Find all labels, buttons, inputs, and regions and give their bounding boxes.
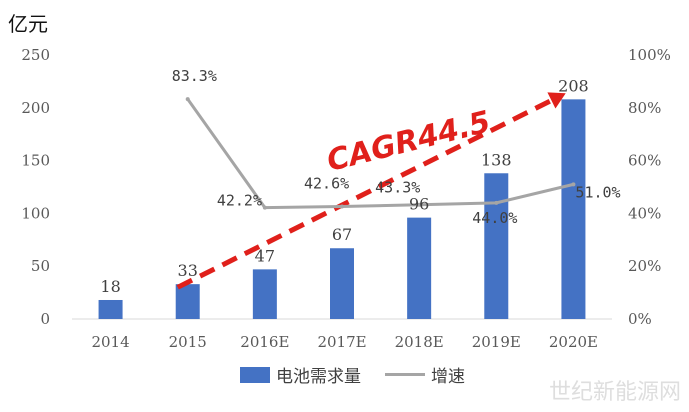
bar-data-label: 208 — [558, 76, 589, 95]
bar-data-label: 67 — [332, 225, 352, 244]
y-right-tick-label: 80% — [628, 99, 661, 117]
y-right-tick-label: 60% — [628, 152, 661, 170]
bar — [407, 217, 432, 319]
legend-line-label: 增速 — [431, 367, 465, 387]
y-left-tick-label: 0 — [40, 310, 50, 328]
growth-point — [417, 202, 422, 207]
x-tick-label: 2017E — [317, 333, 366, 351]
y-left-tick-label: 50 — [31, 257, 50, 275]
x-tick-label: 2018E — [395, 333, 444, 351]
axes: 0 50 100 150 200 250 0% 20% 40% 60% 80% 100% 2014 201… — [21, 46, 671, 351]
watermark: 世纪新能源网 — [548, 380, 681, 405]
line-data-label: 83.3% — [172, 67, 217, 85]
line-data-label: 42.2% — [217, 192, 262, 210]
x-tick-label: 2019E — [472, 333, 521, 351]
bar — [484, 173, 509, 319]
x-tick-label: 2015 — [169, 333, 207, 351]
cagr-arrow — [176, 92, 566, 290]
bar — [175, 284, 200, 319]
x-tick-label: 2020E — [549, 333, 598, 351]
cagr-annotation: CAGR44.5 — [323, 105, 493, 179]
growth-point — [185, 97, 190, 102]
cagr-arrow-head — [547, 92, 566, 109]
legend: 电池需求量 增速 — [240, 362, 465, 387]
growth-point — [340, 204, 344, 209]
bar — [330, 248, 354, 319]
bar — [561, 99, 586, 320]
bar — [252, 269, 277, 319]
bar-data-label: 33 — [178, 261, 198, 280]
y-right-tick-label: 0% — [628, 310, 652, 328]
x-tick-label: 2016E — [240, 333, 289, 351]
y-axis-unit-label: 亿元 — [8, 12, 48, 36]
bar-data-label: 18 — [100, 277, 120, 296]
y-left-tick-label: 200 — [21, 99, 50, 117]
growth-point — [262, 205, 267, 210]
bar-data-label: 138 — [481, 150, 512, 169]
y-left-tick-label: 100 — [21, 204, 50, 222]
bar-series — [98, 99, 586, 320]
bar-data-label: 47 — [255, 246, 275, 265]
y-left-tick-label: 250 — [21, 46, 50, 64]
y-right-tick-label: 100% — [628, 46, 671, 64]
y-right-tick-label: 20% — [628, 257, 661, 275]
growth-point — [494, 200, 499, 205]
x-tick-label: 2014 — [91, 333, 129, 351]
line-data-label: 44.0% — [472, 209, 517, 227]
legend-bar-swatch — [240, 366, 270, 383]
line-series — [185, 97, 576, 210]
legend-line-swatch — [385, 373, 425, 376]
line-data-label: 51.0% — [575, 183, 620, 201]
legend-bar-label: 电池需求量 — [276, 367, 361, 387]
bar — [98, 299, 123, 319]
y-right-tick-label: 40% — [628, 204, 661, 222]
growth-point — [571, 182, 576, 187]
y-left-tick-label: 150 — [21, 152, 50, 170]
line-data-label: 42.6% — [304, 175, 349, 193]
cagr-arrow-line — [176, 98, 553, 290]
growth-line — [186, 98, 574, 210]
data-labels: 18 33 47 67 96 138 208 83.3% 42.2% 42.6% 43.3% 44.0… — [100, 67, 620, 296]
line-data-label: 43.3% — [375, 179, 420, 197]
bar-data-label: 96 — [409, 195, 429, 214]
